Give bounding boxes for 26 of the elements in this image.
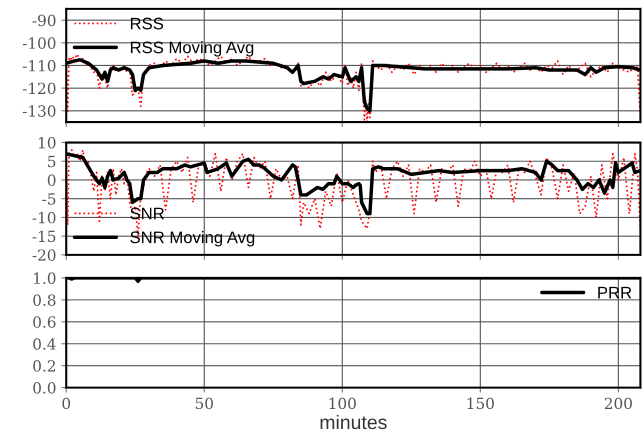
x-tick-label: 200 (604, 398, 632, 410)
y-tick-label: 0.4 (33, 338, 56, 350)
y-tick-label: -20 (32, 249, 56, 261)
x-axis-title: minutes (320, 414, 387, 430)
y-tick-label: -10 (32, 212, 56, 224)
y-tick-label: -15 (32, 230, 56, 242)
x-tick-label: 150 (468, 398, 494, 410)
x-tick-label: 0 (62, 398, 70, 410)
y-tick-label: 0.6 (33, 316, 56, 328)
legend-label: RSS (130, 18, 164, 30)
y-tick-label: -130 (22, 105, 56, 117)
y-tick-label: -120 (22, 82, 56, 94)
y-tick-label: 0.2 (33, 360, 56, 372)
y-tick-label: 0.8 (33, 294, 56, 306)
y-tick-label: 1.0 (34, 272, 56, 284)
legend-label: SNR (130, 208, 164, 220)
y-tick-label: -100 (22, 37, 56, 49)
x-tick-label: 50 (196, 398, 213, 410)
y-tick-label: 0.0 (33, 382, 56, 394)
y-tick-label: 5 (48, 156, 56, 168)
x-tick-label: 100 (330, 398, 356, 410)
y-tick-label: 0 (48, 174, 56, 186)
y-tick-label: -5 (42, 193, 56, 205)
y-tick-label: -110 (22, 60, 56, 72)
y-tick-label: 10 (38, 136, 56, 149)
y-tick-label: -90 (32, 14, 56, 26)
